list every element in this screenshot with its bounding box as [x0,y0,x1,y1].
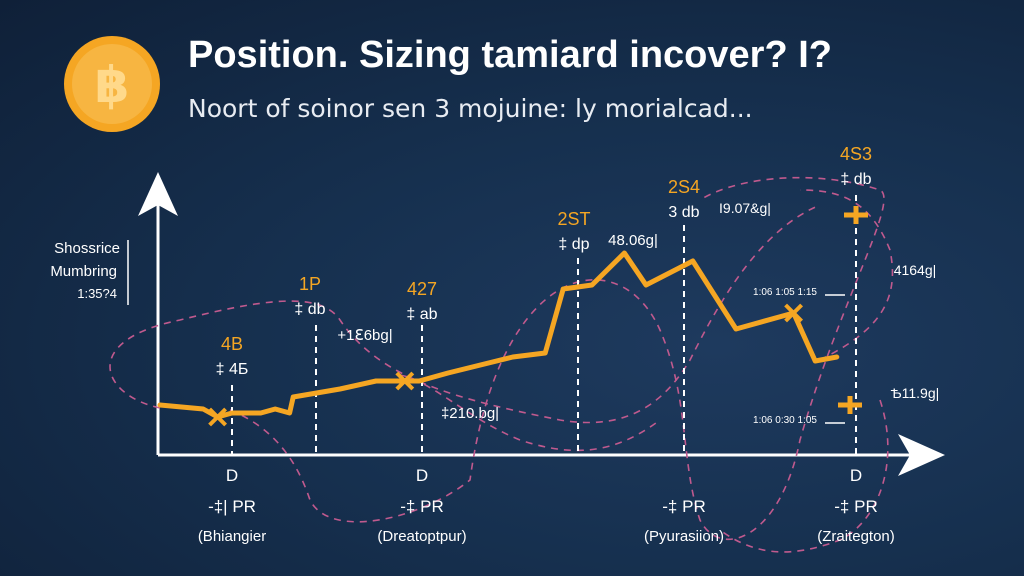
x-tick-note-2: -‡ PR [662,497,705,516]
x-tick-label-1: D [416,466,428,485]
data-sublabel-2: ‡ ab [406,306,437,323]
x-tick-note-0: -‡| PR [208,497,256,516]
series-line [157,250,840,420]
annotation-2: 48.06g| [608,232,658,249]
data-label-3: 2ST [557,209,590,229]
annotation-7: 1:06 0:30 1:05 [753,415,817,426]
data-sublabel-4: 3 db [668,204,699,221]
y-axis-arrow [138,172,178,216]
x-tick-label-0: D [226,466,238,485]
annotation-5: Ѣ11.9g| [891,385,940,401]
data-sublabel-0: ‡ 4Б [216,361,249,378]
series-marker-1-b [395,371,415,391]
dashed-curve-3 [799,189,894,361]
x-tick-note-3: -‡ PR [834,497,877,516]
series-marker-2-b [784,303,804,323]
dashed-curve-2 [229,176,885,541]
x-tick-caption-2: (Pyurasiion) [644,528,724,545]
coin-symbol: ฿ [95,56,130,114]
annotation-6: 1:06 1:05 1:15 [753,287,817,298]
x-tick-caption-0: (Bhiangier [198,528,266,545]
x-axis-ticks: D -‡| PR (Bhiangier D -‡ PR (Dreatoptpur) -‡ P… [198,466,895,545]
x-tick-caption-1: (Dreatoptpur) [377,528,466,545]
y-axis-label-line-3: 1:35?4 [77,286,117,301]
dashed-curve-4 [719,399,889,553]
series-marker-0-b [208,407,228,427]
annotation-3: I9.07&g| [719,200,771,216]
x-tick-note-1: -‡ PR [400,497,443,516]
annotations: +1ℇ6bg| ‡210.bg| 48.06g| I9.07&g| 4164g| Ѣ11.… [337,200,939,426]
series-markers [208,206,868,427]
data-label-0: 4B [221,334,243,354]
data-label-4: 2S4 [668,177,700,197]
dashed-curve-5 [399,374,661,452]
y-axis-label-line-1: Shossrice [54,240,120,257]
x-tick-label-3: D [850,466,862,485]
y-axis-label-line-2: Mumbring [50,263,117,280]
x-axis-arrow [898,434,945,476]
annotation-4: 4164g| [894,262,937,278]
data-sublabel-5: ‡ db [840,171,871,188]
annotation-0: +1ℇ6bg| [337,327,392,344]
data-sublabel-1: ‡ db [294,301,325,318]
data-labels: 4B ‡ 4Б 1P ‡ db 427 ‡ ab 2ST ‡ dp 2S4 3 db 4S3 ‡ db [216,144,872,378]
chart-title: Position. Sizing tamiard incover? I? [188,34,832,76]
data-label-1: 1P [299,274,321,294]
x-tick-caption-3: (Zraitegton) [817,528,895,545]
annotation-1: ‡210.bg| [441,405,499,422]
dashed-curve-1 [109,204,821,424]
data-label-5: 4S3 [840,144,872,164]
chart-subtitle: Noort of soinor sen 3 mojuine: ly morial… [188,94,753,123]
data-label-2: 427 [407,279,437,299]
data-sublabel-3: ‡ dp [558,236,589,253]
bitcoin-coin-icon: ฿ [64,36,160,132]
